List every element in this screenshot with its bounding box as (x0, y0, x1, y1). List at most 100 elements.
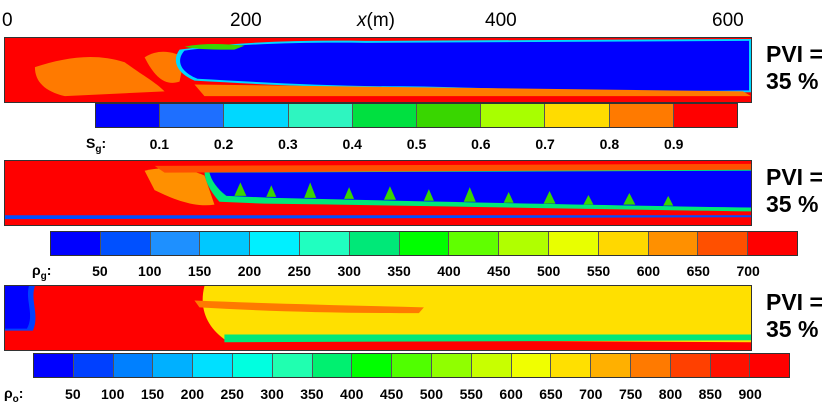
x-tick-600: 600 (712, 10, 744, 31)
colorbar-tick-label: 300 (260, 386, 284, 402)
colorbar-swatch (591, 354, 631, 377)
colorbar-tick-label: 550 (586, 263, 611, 279)
colorbar-swatch (598, 232, 649, 255)
colorbar-swatch (392, 354, 432, 377)
colorbar-swatch (449, 232, 500, 255)
colorbar-tick-label: 0.7 (535, 136, 555, 152)
colorbar-tick-label: 500 (419, 386, 444, 402)
oil-density-colorbar (33, 353, 790, 378)
colorbar-tick-label: 850 (698, 386, 722, 402)
colorbar-swatch (352, 354, 393, 377)
colorbar-swatch (299, 232, 350, 255)
colorbar-swatch (511, 354, 552, 377)
colorbar-swatch (750, 354, 790, 377)
colorbar-swatch (673, 104, 738, 127)
colorbar-tick-label: 0.5 (406, 136, 427, 152)
colorbar-swatch (417, 104, 482, 127)
gas-density-field-plot (4, 160, 752, 226)
colorbar-tick-label: 0.8 (599, 136, 620, 152)
colorbar-swatch (312, 354, 353, 377)
colorbar-swatch (96, 104, 161, 127)
colorbar-swatch (349, 232, 400, 255)
colorbar-tick-label: 50 (92, 263, 108, 279)
colorbar-tick-label: 0.2 (213, 136, 234, 152)
colorbar-tick-label: 400 (437, 263, 461, 279)
colorbar-swatch (100, 232, 151, 255)
x-tick-200: 200 (230, 10, 262, 31)
colorbar-tick-label: 700 (579, 386, 603, 402)
x-axis-label: x(m) (357, 10, 395, 31)
x-tick-400: 400 (485, 10, 517, 31)
colorbar-swatch (548, 232, 599, 255)
oil-density-colorbar-labels: 50 100 150 200 250 300 350 400 450 500 550 600 650 70… (33, 386, 790, 404)
colorbar-tick-label: 200 (237, 263, 262, 279)
colorbar-tick-label: 500 (536, 263, 561, 279)
colorbar-tick-label: 750 (618, 386, 643, 402)
gas-density-colorbar (50, 231, 798, 256)
colorbar-tick-label: 600 (499, 386, 523, 402)
colorbar-tick-label: 100 (138, 263, 162, 279)
saturation-field-plot (4, 37, 752, 103)
oil-density-symbol: ρo: (4, 385, 24, 405)
colorbar-tick-label: 250 (220, 386, 244, 402)
colorbar-swatch (232, 354, 273, 377)
colorbar-swatch (471, 354, 512, 377)
colorbar-swatch (250, 232, 300, 255)
colorbar-tick-label: 700 (736, 263, 760, 279)
colorbar-swatch (551, 354, 592, 377)
colorbar-swatch (153, 354, 194, 377)
colorbar-tick-label: 150 (140, 386, 165, 402)
colorbar-swatch (51, 232, 101, 255)
pvi-label: PVI = 35 % (766, 164, 823, 217)
colorbar-tick-label: 800 (658, 386, 683, 402)
colorbar-swatch (272, 354, 313, 377)
saturation-colorbar-labels: 0.1 0.2 0.3 0.4 0.5 0.6 0.7 0.8 0.9 (95, 136, 738, 154)
x-tick-0: 0 (2, 10, 13, 31)
colorbar-tick-label: 350 (300, 386, 324, 402)
colorbar-tick-label: 550 (459, 386, 483, 402)
colorbar-tick-label: 300 (337, 263, 361, 279)
colorbar-swatch (710, 354, 751, 377)
pvi-label: PVI = 35 % (766, 41, 823, 94)
colorbar-tick-label: 200 (180, 386, 205, 402)
colorbar-tick-label: 0.9 (663, 136, 684, 152)
colorbar-tick-label: 250 (287, 263, 312, 279)
colorbar-tick-label: 600 (636, 263, 661, 279)
colorbar-swatch (200, 232, 251, 255)
colorbar-tick-label: 400 (340, 386, 364, 402)
colorbar-tick-label: 0.1 (149, 136, 170, 152)
colorbar-tick-label: 0.6 (471, 136, 491, 152)
colorbar-swatch (352, 104, 418, 127)
colorbar-tick-label: 450 (379, 386, 404, 402)
colorbar-tick-label: 150 (187, 263, 212, 279)
colorbar-swatch (748, 232, 797, 255)
colorbar-swatch (431, 354, 472, 377)
colorbar-swatch (399, 232, 450, 255)
colorbar-tick-label: 0.3 (278, 136, 298, 152)
saturation-colorbar (95, 103, 738, 128)
colorbar-swatch (34, 354, 74, 377)
colorbar-swatch (113, 354, 154, 377)
gas-density-colorbar-labels: 50 100 150 200 250 300 350 400 450 500 550 600 650 70… (50, 263, 798, 281)
colorbar-tick-label: 900 (738, 386, 762, 402)
colorbar-swatch (499, 232, 549, 255)
colorbar-swatch (670, 354, 711, 377)
oil-density-field-plot (4, 285, 752, 351)
saturation-symbol: Sg: (86, 135, 107, 155)
colorbar-swatch (648, 232, 699, 255)
colorbar-swatch (630, 354, 671, 377)
colorbar-swatch (609, 104, 674, 127)
colorbar-tick-label: 650 (539, 386, 563, 402)
colorbar-tick-label: 650 (686, 263, 710, 279)
colorbar-swatch (193, 354, 233, 377)
colorbar-tick-label: 50 (65, 386, 81, 402)
gas-density-symbol: ρg: (32, 262, 52, 282)
colorbar-swatch (73, 354, 114, 377)
colorbar-swatch (160, 104, 225, 127)
colorbar-tick-label: 450 (487, 263, 511, 279)
colorbar-swatch (150, 232, 201, 255)
colorbar-tick-label: 0.4 (342, 136, 362, 152)
colorbar-swatch (698, 232, 749, 255)
colorbar-swatch (545, 104, 610, 127)
colorbar-swatch (481, 104, 546, 127)
